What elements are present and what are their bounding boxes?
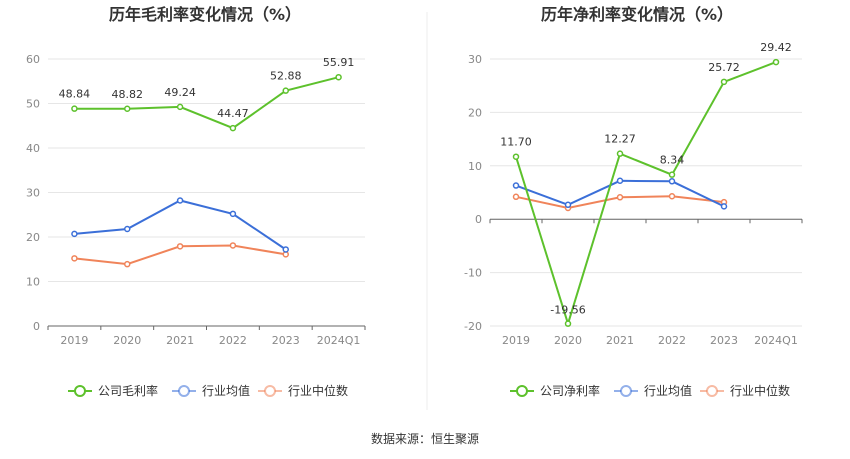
legend-marker xyxy=(74,385,86,397)
data-label: 49.24 xyxy=(164,86,196,99)
y-tick-label: 0 xyxy=(475,213,482,226)
x-tick-label: 2020 xyxy=(113,334,141,347)
data-point xyxy=(720,78,728,86)
data-label: 11.70 xyxy=(500,136,532,149)
y-tick-label: 40 xyxy=(26,142,40,155)
x-tick-label: 2023 xyxy=(272,334,300,347)
data-point xyxy=(71,255,78,262)
series-line xyxy=(515,61,777,328)
y-tick-label: -10 xyxy=(464,267,482,280)
data-point xyxy=(335,73,342,81)
x-tick-label: 2019 xyxy=(502,334,530,347)
legend-marker xyxy=(264,385,276,397)
data-point xyxy=(512,153,520,160)
data-point xyxy=(124,105,131,113)
legend-item: 行业均值 xyxy=(614,383,692,398)
x-tick-label: 2022 xyxy=(219,334,247,347)
x-tick-label: 2024Q1 xyxy=(317,334,361,347)
data-point xyxy=(71,230,78,238)
data-label: 29.42 xyxy=(760,41,792,54)
data-label: 12.27 xyxy=(604,133,636,146)
y-tick-label: 60 xyxy=(26,53,40,66)
data-label: 44.47 xyxy=(217,107,249,120)
data-label: 48.84 xyxy=(59,88,91,101)
series-line xyxy=(74,76,339,130)
legend-item: 行业中位数 xyxy=(700,383,790,398)
legend-marker xyxy=(178,385,190,397)
x-tick-label: 2019 xyxy=(60,334,88,347)
y-tick-label: -20 xyxy=(464,320,482,333)
legend-marker xyxy=(706,385,718,397)
data-point xyxy=(668,171,676,178)
data-label: -19.56 xyxy=(550,304,585,317)
data-label: 25.72 xyxy=(708,61,740,74)
data-label: 48.82 xyxy=(112,88,144,101)
legend-item: 公司净利率 xyxy=(510,383,600,398)
data-point xyxy=(282,246,289,253)
data-point xyxy=(71,105,78,112)
data-label: 55.91 xyxy=(323,56,355,69)
data-point xyxy=(229,242,237,249)
net-margin-chart: 历年净利率变化情况（%） -20 -10 0 10 20 30 2019 2020 2021 20… xyxy=(464,5,803,398)
x-tick-label: 2020 xyxy=(554,334,582,347)
data-point xyxy=(564,201,572,209)
data-point xyxy=(772,58,780,66)
legend-marker xyxy=(620,385,632,397)
y-tick-label: 30 xyxy=(468,53,482,66)
data-point xyxy=(616,177,624,185)
data-point xyxy=(720,203,728,210)
data-label: 52.88 xyxy=(270,70,302,83)
legend-label: 行业中位数 xyxy=(730,383,790,398)
chart-title: 历年净利率变化情况（%） xyxy=(541,5,733,24)
y-tick-label: 20 xyxy=(468,106,482,119)
data-point xyxy=(229,210,237,218)
y-tick-label: 20 xyxy=(26,231,40,244)
y-tick-label: 10 xyxy=(468,160,482,173)
legend-item: 公司毛利率 xyxy=(68,383,158,398)
data-point xyxy=(668,192,676,200)
legend-label: 行业中位数 xyxy=(288,383,348,398)
data-point xyxy=(668,178,676,185)
data-point xyxy=(124,225,131,233)
x-tick-label: 2023 xyxy=(710,334,738,347)
data-point xyxy=(616,194,624,201)
data-point xyxy=(176,103,184,111)
data-point xyxy=(564,320,572,327)
y-tick-label: 0 xyxy=(33,320,40,333)
data-point xyxy=(176,197,184,204)
y-tick-label: 50 xyxy=(26,98,40,111)
x-tick-label: 2022 xyxy=(658,334,686,347)
legend-label: 行业均值 xyxy=(644,383,692,398)
data-point xyxy=(616,150,624,157)
x-tick-label: 2024Q1 xyxy=(754,334,798,347)
y-tick-label: 30 xyxy=(26,187,40,200)
data-label: 8.34 xyxy=(660,154,685,167)
series-line xyxy=(74,199,287,251)
legend-label: 公司毛利率 xyxy=(98,383,158,398)
legend-label: 行业均值 xyxy=(202,383,250,398)
source-text: 数据来源：恒生聚源 xyxy=(371,431,479,446)
data-point xyxy=(282,87,289,94)
legend-marker xyxy=(516,385,528,397)
data-point xyxy=(124,260,131,268)
data-point xyxy=(512,182,520,189)
legend-item: 行业均值 xyxy=(172,383,250,398)
gross-margin-chart: 历年毛利率变化情况（%） 0 10 20 30 40 50 60 2019 2020 2021 20… xyxy=(26,5,366,398)
legend-item: 行业中位数 xyxy=(258,383,348,398)
legend-label: 公司净利率 xyxy=(540,383,600,398)
data-point xyxy=(512,193,520,201)
data-point xyxy=(229,124,237,132)
data-point xyxy=(176,243,184,250)
x-tick-label: 2021 xyxy=(606,334,634,347)
chart-title: 历年毛利率变化情况（%） xyxy=(109,5,301,24)
x-tick-label: 2021 xyxy=(166,334,194,347)
y-tick-label: 10 xyxy=(26,276,40,289)
